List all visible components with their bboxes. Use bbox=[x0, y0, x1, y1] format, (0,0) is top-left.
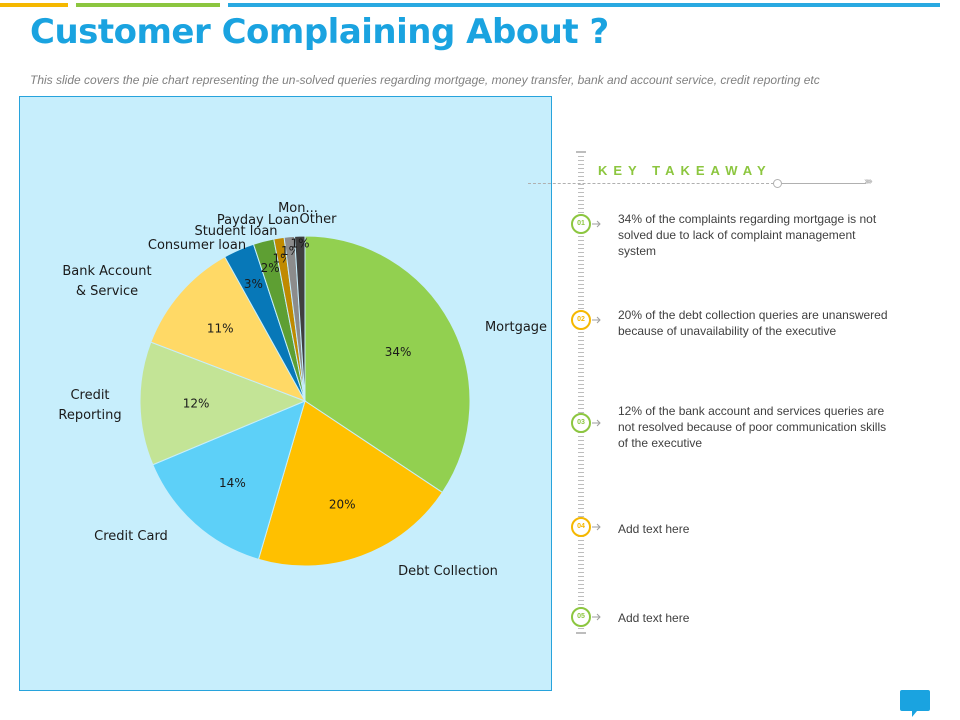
top-accent-bar-yellow bbox=[0, 3, 68, 7]
pie-category-label: Debt Collection bbox=[398, 564, 498, 579]
pie-percent-label: 11% bbox=[207, 322, 234, 336]
pie-category-label: Other bbox=[300, 212, 338, 227]
chart-panel: 34% Mortgage 20% Debt Collection 14% Credit C… bbox=[19, 96, 552, 691]
arrow-right-icon bbox=[592, 419, 601, 427]
pie-category-label: Consumer loan bbox=[148, 238, 246, 253]
pie-percent-label: 20% bbox=[329, 497, 356, 511]
pie-slice bbox=[139, 341, 307, 466]
takeaway-text: Add text here bbox=[618, 522, 690, 536]
pie-category-label: Payday Loan bbox=[217, 213, 299, 228]
pie-slice bbox=[257, 400, 444, 567]
step-number-badge: 01 bbox=[571, 214, 591, 234]
takeaway-dashed-line bbox=[528, 183, 774, 184]
pie-percent-label: 12% bbox=[183, 397, 210, 411]
pie-chart: 34% Mortgage 20% Debt Collection 14% Credit C… bbox=[58, 201, 547, 579]
pie-category-label: Bank Account & Service bbox=[62, 264, 151, 299]
pie-slice bbox=[294, 235, 306, 402]
pie-percent-label: 3% bbox=[244, 277, 263, 291]
chevrons-right-icon: ››››› bbox=[864, 176, 873, 187]
pie-category-label: Student loan bbox=[194, 224, 277, 239]
chat-bubble-icon[interactable] bbox=[900, 690, 930, 718]
pie-slice bbox=[152, 400, 306, 560]
takeaway-line-dot bbox=[773, 179, 782, 188]
pie-category-label: Mon... bbox=[278, 201, 318, 216]
takeaway-solid-line bbox=[782, 183, 866, 184]
pie-category-label: Mortgage bbox=[485, 320, 547, 335]
pie-percent-label: 2% bbox=[261, 261, 280, 275]
pie-category-label: Credit Card bbox=[94, 529, 168, 544]
arrow-right-icon bbox=[592, 523, 601, 531]
takeaway-text: 12% of the bank account and services que… bbox=[618, 404, 887, 450]
step-number-badge: 02 bbox=[571, 310, 591, 330]
key-takeaway-heading: KEY TAKEAWAY bbox=[598, 163, 772, 178]
takeaway-text: Add text here bbox=[618, 611, 690, 625]
takeaway-text: 20% of the debt collection queries are u… bbox=[618, 308, 888, 338]
takeaway-text: 34% of the complaints regarding mortgage… bbox=[618, 212, 877, 258]
top-accent-bar-green bbox=[76, 3, 220, 7]
step-number-badge: 03 bbox=[571, 413, 591, 433]
pie-category-label: Credit Reporting bbox=[58, 388, 121, 423]
pie-percent-label: 14% bbox=[219, 476, 246, 490]
arrow-right-icon bbox=[592, 316, 601, 324]
pie-percent-label: 34% bbox=[385, 345, 412, 359]
arrow-right-icon bbox=[592, 613, 601, 621]
page-subtitle: This slide covers the pie chart represen… bbox=[30, 73, 820, 87]
takeaway-timeline-ruler bbox=[578, 152, 584, 632]
top-accent-bar-blue bbox=[228, 3, 940, 7]
timeline-cap-bottom bbox=[576, 632, 586, 634]
arrow-right-icon bbox=[592, 220, 601, 228]
page-title: Customer Complaining About ? bbox=[30, 12, 609, 52]
step-number-badge: 04 bbox=[571, 517, 591, 537]
step-number-badge: 05 bbox=[571, 607, 591, 627]
pie-percent-label: 1% bbox=[290, 237, 309, 251]
pie-slice bbox=[150, 256, 307, 402]
